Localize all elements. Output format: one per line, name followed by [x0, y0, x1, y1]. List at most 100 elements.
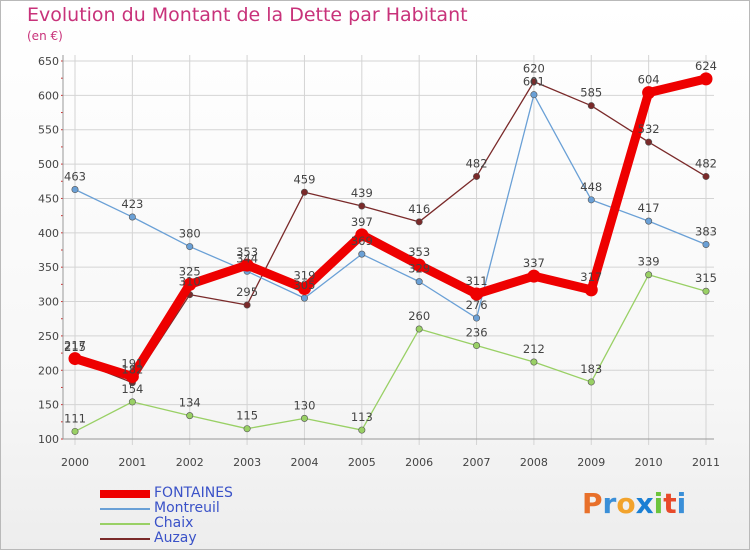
- x-tick-label-2002: 2002: [176, 456, 204, 469]
- data-label-fontaines-2004: 319: [293, 268, 315, 282]
- data-point-montreuil-2001: [128, 213, 136, 221]
- y-tick-label-450: 450: [38, 192, 59, 205]
- data-label-auzay-2009: 585: [580, 86, 602, 100]
- axes: 100 150 200 250 300 350 400 450 500 550 600 650 2000…: [38, 55, 720, 469]
- data-point-fontaines-2001: [125, 369, 139, 383]
- data-label-montreuil-2011: 383: [695, 225, 717, 239]
- data-point-montreuil-2004: [300, 294, 308, 302]
- series-line-fontaines: [70, 74, 711, 381]
- data-point-fontaines-2010: [642, 86, 656, 100]
- y-tick-label-500: 500: [38, 158, 59, 171]
- data-label-fontaines-2003: 353: [236, 245, 258, 259]
- data-point-chaix-2011: [702, 287, 710, 295]
- data-label-montreuil-2007: 276: [466, 298, 488, 312]
- data-point-chaix-2005: [358, 426, 366, 434]
- logo-letter: o: [616, 487, 636, 520]
- x-tick-label-2011: 2011: [692, 456, 720, 469]
- data-point-montreuil-2011: [702, 241, 710, 249]
- data-label-fontaines-2009: 317: [580, 270, 602, 284]
- data-label-auzay-2005: 439: [351, 186, 373, 200]
- data-label-montreuil-2010: 417: [638, 201, 660, 215]
- series-line-chaix: [74, 274, 707, 433]
- data-label-fontaines-2000: 217: [64, 339, 86, 353]
- data-label-chaix-2009: 183: [580, 362, 602, 376]
- data-label-fontaines-2005: 397: [351, 215, 373, 229]
- data-point-chaix-2010: [645, 271, 653, 279]
- chart-subtitle: (en €): [27, 29, 63, 43]
- legend-swatch-auzay: [100, 538, 150, 540]
- data-labels: 215 182 310 295 459 439 416 482 620 585 532 482 111 1…: [64, 59, 717, 426]
- data-label-montreuil-2004: 305: [293, 278, 315, 292]
- y-tick-label-550: 550: [38, 124, 59, 137]
- data-point-auzay-2003: [243, 301, 251, 309]
- y-tick-label-400: 400: [38, 227, 59, 240]
- data-point-chaix-2003: [243, 425, 251, 433]
- data-point-montreuil-2007: [473, 314, 481, 322]
- data-point-chaix-2008: [530, 358, 538, 366]
- logo-letter: i: [676, 487, 687, 520]
- x-tick-label-2005: 2005: [348, 456, 376, 469]
- x-tick-label-2010: 2010: [635, 456, 663, 469]
- data-label-auzay-2011: 482: [695, 156, 717, 170]
- data-label-chaix-2001: 154: [121, 382, 143, 396]
- y-tick-label-350: 350: [38, 261, 59, 274]
- data-label-fontaines-2006: 353: [408, 245, 430, 259]
- data-label-auzay-2010: 532: [638, 122, 660, 136]
- data-point-fontaines-2005: [355, 228, 369, 242]
- data-label-montreuil-2005: 369: [351, 234, 373, 248]
- series-line-montreuil: [74, 94, 707, 319]
- data-label-chaix-2008: 212: [523, 342, 545, 356]
- data-point-fontaines-2011: [699, 72, 713, 86]
- data-point-auzay-2008: [530, 78, 538, 86]
- data-label-auzay-2003: 295: [236, 285, 258, 299]
- legend-label-fontaines: FONTAINES: [154, 485, 233, 501]
- data-label-chaix-2010: 339: [638, 255, 660, 269]
- logo-letter: t: [663, 487, 677, 520]
- data-point-auzay-2011: [702, 172, 710, 180]
- data-label-chaix-2003: 115: [236, 409, 258, 423]
- data-point-fontaines-2002: [183, 277, 197, 291]
- x-tick-label-2006: 2006: [405, 456, 433, 469]
- data-point-montreuil-2008: [530, 91, 538, 99]
- data-point-montreuil-2006: [415, 278, 423, 286]
- data-label-chaix-2006: 260: [408, 309, 430, 323]
- data-point-montreuil-2009: [587, 196, 595, 204]
- data-label-fontaines-2001: 191: [121, 356, 143, 370]
- data-point-fontaines-2008: [527, 269, 541, 283]
- data-point-montreuil-2005: [358, 250, 366, 258]
- data-label-auzay-2006: 416: [408, 202, 430, 216]
- y-tick-label-250: 250: [38, 330, 59, 343]
- data-point-chaix-2009: [587, 378, 595, 386]
- data-label-fontaines-2007: 311: [466, 274, 488, 288]
- data-label-fontaines-2008: 337: [523, 256, 545, 270]
- data-label-montreuil-2002: 380: [179, 227, 201, 241]
- data-point-fontaines-2003: [240, 258, 254, 272]
- data-point-montreuil-2010: [645, 217, 653, 225]
- data-label-fontaines-2002: 325: [179, 264, 201, 278]
- data-label-fontaines-2011: 624: [695, 59, 717, 73]
- logo-letter: r: [602, 487, 617, 520]
- legend-swatch-chaix: [100, 523, 150, 525]
- data-label-chaix-2004: 130: [293, 398, 315, 412]
- data-label-auzay-2001: 182: [121, 363, 143, 377]
- data-label-chaix-2007: 236: [466, 326, 488, 340]
- data-label-chaix-2005: 113: [351, 410, 373, 424]
- proxiti-logo: Proxiti: [582, 487, 686, 520]
- data-point-auzay-2005: [358, 202, 366, 210]
- x-tick-label-2007: 2007: [463, 456, 491, 469]
- x-tick-label-2009: 2009: [577, 456, 605, 469]
- data-label-auzay-2002: 310: [179, 275, 201, 289]
- data-label-chaix-2011: 315: [695, 271, 717, 285]
- data-point-auzay-2006: [415, 218, 423, 226]
- data-label-montreuil-2008: 601: [523, 75, 545, 89]
- legend-swatch-montreuil: [100, 508, 150, 510]
- y-tick-label-100: 100: [38, 433, 59, 446]
- x-tick-label-2008: 2008: [520, 456, 548, 469]
- data-point-chaix-2001: [128, 398, 136, 406]
- data-point-auzay-2004: [300, 188, 308, 196]
- data-label-montreuil-2000: 463: [64, 170, 86, 184]
- logo-letter: i: [653, 487, 664, 520]
- logo-letter: P: [582, 487, 603, 520]
- y-tick-label-650: 650: [38, 55, 59, 68]
- data-label-auzay-2000: 215: [64, 340, 86, 354]
